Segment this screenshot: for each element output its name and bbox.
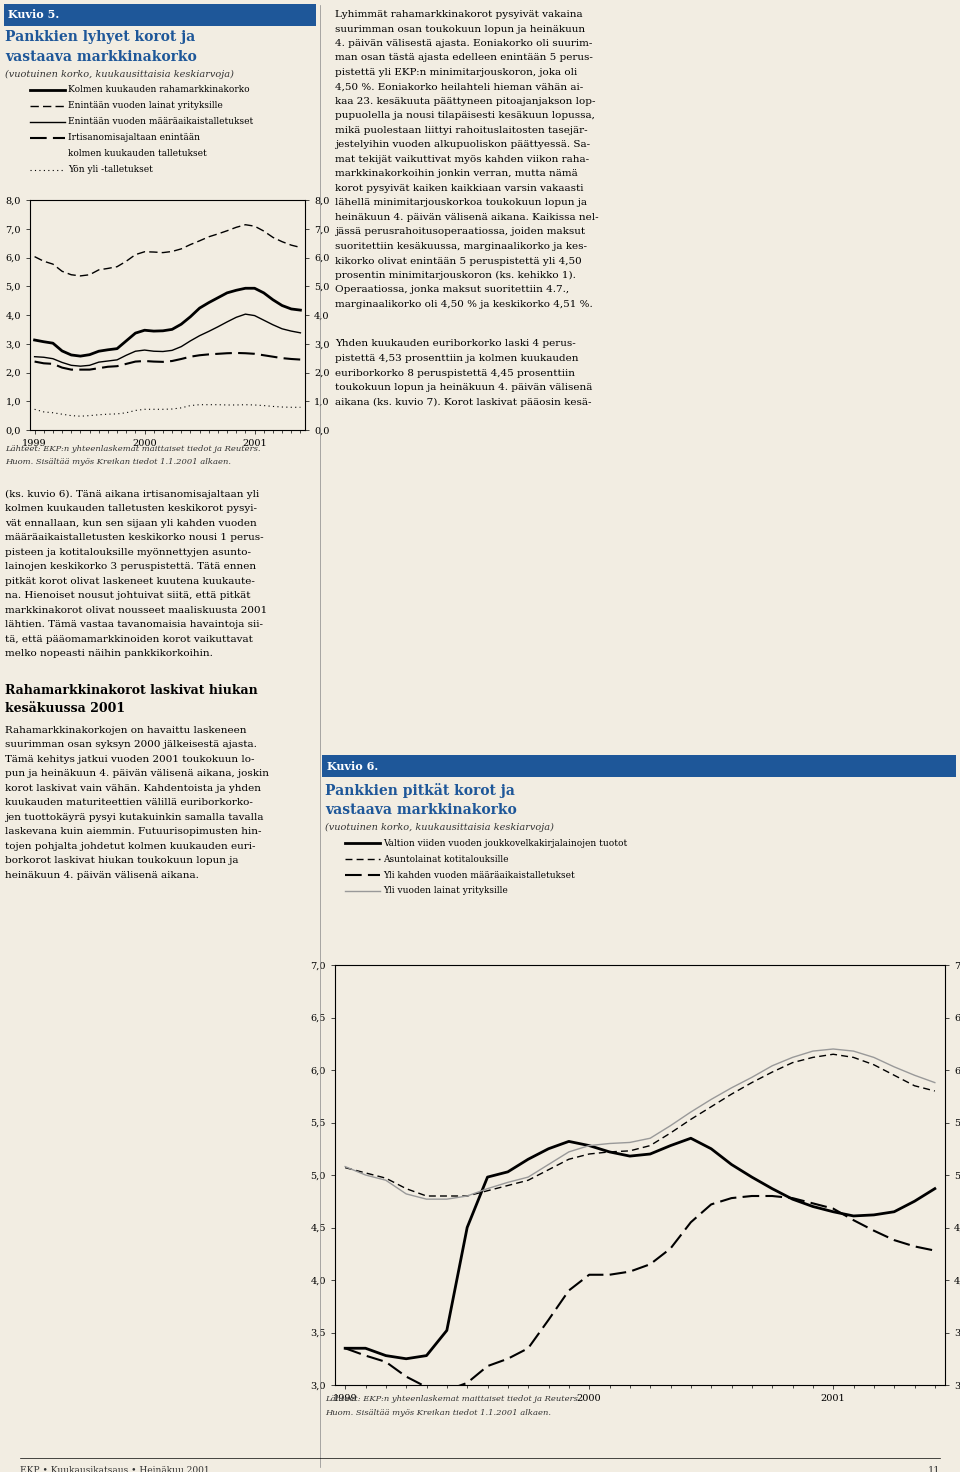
Text: Enintään vuoden lainat yrityksille: Enintään vuoden lainat yrityksille <box>68 102 223 110</box>
Text: Rahamarkkinakorkojen on havaittu laskeneen: Rahamarkkinakorkojen on havaittu laskene… <box>5 726 247 735</box>
Text: 11: 11 <box>927 1466 940 1472</box>
Text: toukokuun lopun ja heinäkuun 4. päivän välisenä: toukokuun lopun ja heinäkuun 4. päivän v… <box>335 383 592 392</box>
Text: korot laskivat vain vähän. Kahdentoista ja yhden: korot laskivat vain vähän. Kahdentoista … <box>5 785 261 793</box>
Text: kuukauden maturiteettien välillä euriborkorko-: kuukauden maturiteettien välillä euribor… <box>5 798 252 808</box>
Text: laskevana kuin aiemmin. Futuurisopimusten hin-: laskevana kuin aiemmin. Futuurisopimuste… <box>5 827 261 836</box>
Text: Rahamarkkinakorot laskivat hiukan: Rahamarkkinakorot laskivat hiukan <box>5 684 257 698</box>
Text: Lähteet: EKP:n yhteenlaskemat maittaiset tiedot ja Reuters.: Lähteet: EKP:n yhteenlaskemat maittaiset… <box>325 1395 581 1403</box>
Text: pupuolella ja nousi tilapäisesti kesäkuun lopussa,: pupuolella ja nousi tilapäisesti kesäkuu… <box>335 112 595 121</box>
Text: 4,50 %. Eoniakorko heilahteli hieman vähän ai-: 4,50 %. Eoniakorko heilahteli hieman väh… <box>335 82 584 91</box>
Text: Asuntolainat kotitalouksille: Asuntolainat kotitalouksille <box>383 855 509 864</box>
Text: suurimman osan toukokuun lopun ja heinäkuun: suurimman osan toukokuun lopun ja heinäk… <box>335 25 586 34</box>
Text: (vuotuinen korko, kuukausittaisia keskiarvoja): (vuotuinen korko, kuukausittaisia keskia… <box>325 823 554 832</box>
Text: Pankkien lyhyet korot ja: Pankkien lyhyet korot ja <box>5 29 195 44</box>
Text: na. Hienoiset nousut johtuivat siitä, että pitkät: na. Hienoiset nousut johtuivat siitä, et… <box>5 592 251 601</box>
Text: EKP • Kuukausikatsaus • Heinäkuu 2001: EKP • Kuukausikatsaus • Heinäkuu 2001 <box>20 1466 209 1472</box>
Text: man osan tästä ajasta edelleen enintään 5 perus-: man osan tästä ajasta edelleen enintään … <box>335 53 593 62</box>
Text: markkinakorkoihin jonkin verran, mutta nämä: markkinakorkoihin jonkin verran, mutta n… <box>335 169 578 178</box>
Text: heinäkuun 4. päivän välisenä aikana.: heinäkuun 4. päivän välisenä aikana. <box>5 871 199 880</box>
Text: lähtien. Tämä vastaa tavanomaisia havaintoja sii-: lähtien. Tämä vastaa tavanomaisia havain… <box>5 621 263 630</box>
Text: suoritettiin kesäkuussa, marginaalikorko ja kes-: suoritettiin kesäkuussa, marginaalikorko… <box>335 241 587 252</box>
Text: määräaikaistalletusten keskikorko nousi 1 perus-: määräaikaistalletusten keskikorko nousi … <box>5 533 264 543</box>
Text: Huom. Sisältää myös Kreikan tiedot 1.1.2001 alkaen.: Huom. Sisältää myös Kreikan tiedot 1.1.2… <box>325 1409 551 1418</box>
Text: marginaalikorko oli 4,50 % ja keskikorko 4,51 %.: marginaalikorko oli 4,50 % ja keskikorko… <box>335 300 592 309</box>
Text: Tämä kehitys jatkui vuoden 2001 toukokuun lo-: Tämä kehitys jatkui vuoden 2001 toukokuu… <box>5 755 254 764</box>
Text: Yli kahden vuoden määräaikaistalletukset: Yli kahden vuoden määräaikaistalletukset <box>383 870 575 879</box>
Text: Kuvio 6.: Kuvio 6. <box>327 761 378 771</box>
Text: vastaava markkinakorko: vastaava markkinakorko <box>5 50 197 63</box>
Text: lähellä minimitarjouskorkoa toukokuun lopun ja: lähellä minimitarjouskorkoa toukokuun lo… <box>335 199 587 208</box>
Text: heinäkuun 4. päivän välisenä aikana. Kaikissa nel-: heinäkuun 4. päivän välisenä aikana. Kai… <box>335 213 599 222</box>
Text: 4. päivän välisestä ajasta. Eoniakorko oli suurim-: 4. päivän välisestä ajasta. Eoniakorko o… <box>335 38 592 49</box>
Text: aikana (ks. kuvio 7). Korot laskivat pääosin kesä-: aikana (ks. kuvio 7). Korot laskivat pää… <box>335 397 591 406</box>
Text: melko nopeasti näihin pankkikorkoihin.: melko nopeasti näihin pankkikorkoihin. <box>5 649 213 658</box>
Text: Huom. Sisältää myös Kreikan tiedot 1.1.2001 alkaen.: Huom. Sisältää myös Kreikan tiedot 1.1.2… <box>5 458 231 467</box>
Text: tä, että pääomamarkkinoiden korot vaikuttavat: tä, että pääomamarkkinoiden korot vaikut… <box>5 634 252 643</box>
Text: kolmen kuukauden talletukset: kolmen kuukauden talletukset <box>68 150 206 159</box>
Text: pisteen ja kotitalouksille myönnettyjen asunto-: pisteen ja kotitalouksille myönnettyjen … <box>5 548 251 556</box>
Text: markkinakorot olivat nousseet maaliskuusta 2001: markkinakorot olivat nousseet maaliskuus… <box>5 606 267 615</box>
Text: prosentin minimitarjouskoron (ks. kehikko 1).: prosentin minimitarjouskoron (ks. kehikk… <box>335 271 576 280</box>
Text: Valtion viiden vuoden joukkovelkakirjalainojen tuotot: Valtion viiden vuoden joukkovelkakirjala… <box>383 839 627 848</box>
Text: pistettä yli EKP:n minimitarjouskoron, joka oli: pistettä yli EKP:n minimitarjouskoron, j… <box>335 68 577 77</box>
Text: korot pysyivät kaiken kaikkiaan varsin vakaasti: korot pysyivät kaiken kaikkiaan varsin v… <box>335 184 584 193</box>
Text: pitkät korot olivat laskeneet kuutena kuukaute-: pitkät korot olivat laskeneet kuutena ku… <box>5 577 254 586</box>
Text: (ks. kuvio 6). Tänä aikana irtisanomisajaltaan yli: (ks. kuvio 6). Tänä aikana irtisanomisaj… <box>5 490 259 499</box>
Text: kolmen kuukauden talletusten keskikorot pysyi-: kolmen kuukauden talletusten keskikorot … <box>5 505 257 514</box>
Text: Kuvio 5.: Kuvio 5. <box>8 9 59 21</box>
Text: Enintään vuoden määräaikaistalletukset: Enintään vuoden määräaikaistalletukset <box>68 118 253 127</box>
Text: mat tekijät vaikuttivat myös kahden viikon raha-: mat tekijät vaikuttivat myös kahden viik… <box>335 155 589 163</box>
Text: Pankkien pitkät korot ja: Pankkien pitkät korot ja <box>325 783 515 798</box>
Text: lainojen keskikorko 3 peruspistettä. Tätä ennen: lainojen keskikorko 3 peruspistettä. Tät… <box>5 562 256 571</box>
Text: jässä perusrahoitusoperaatiossa, joiden maksut: jässä perusrahoitusoperaatiossa, joiden … <box>335 228 586 237</box>
Text: vastaava markkinakorko: vastaava markkinakorko <box>325 804 516 817</box>
Text: suurimman osan syksyn 2000 jälkeisestä ajasta.: suurimman osan syksyn 2000 jälkeisestä a… <box>5 740 257 749</box>
Text: Yön yli -talletukset: Yön yli -talletukset <box>68 165 153 175</box>
Text: Yhden kuukauden euriborkorko laski 4 perus-: Yhden kuukauden euriborkorko laski 4 per… <box>335 340 576 349</box>
Text: kesäkuussa 2001: kesäkuussa 2001 <box>5 702 125 715</box>
Text: kaa 23. kesäkuuta päättyneen pitoajanjakson lop-: kaa 23. kesäkuuta päättyneen pitoajanjak… <box>335 97 595 106</box>
Text: jestelyihin vuoden alkupuoliskon päättyessä. Sa-: jestelyihin vuoden alkupuoliskon päättye… <box>335 140 590 150</box>
Text: Lähteet: EKP:n yhteenlaskemat maittaiset tiedot ja Reuters.: Lähteet: EKP:n yhteenlaskemat maittaiset… <box>5 445 260 453</box>
Text: Lyhimmät rahamarkkinakorot pysyivät vakaina: Lyhimmät rahamarkkinakorot pysyivät vaka… <box>335 10 583 19</box>
Text: vät ennallaan, kun sen sijaan yli kahden vuoden: vät ennallaan, kun sen sijaan yli kahden… <box>5 520 256 528</box>
Text: jen tuottokäyrä pysyi kutakuinkin samalla tavalla: jen tuottokäyrä pysyi kutakuinkin samall… <box>5 813 263 821</box>
Text: pistettä 4,53 prosenttiin ja kolmen kuukauden: pistettä 4,53 prosenttiin ja kolmen kuuk… <box>335 353 579 364</box>
Text: euriborkorko 8 peruspistettä 4,45 prosenttiin: euriborkorko 8 peruspistettä 4,45 prosen… <box>335 368 575 377</box>
Text: borkorot laskivat hiukan toukokuun lopun ja: borkorot laskivat hiukan toukokuun lopun… <box>5 857 238 866</box>
Text: Operaatiossa, jonka maksut suoritettiin 4.7.,: Operaatiossa, jonka maksut suoritettiin … <box>335 286 569 294</box>
Text: (vuotuinen korko, kuukausittaisia keskiarvoja): (vuotuinen korko, kuukausittaisia keskia… <box>5 71 234 79</box>
Text: tojen pohjalta johdetut kolmen kuukauden euri-: tojen pohjalta johdetut kolmen kuukauden… <box>5 842 255 851</box>
Text: Yli vuoden lainat yrityksille: Yli vuoden lainat yrityksille <box>383 886 508 895</box>
Text: pun ja heinäkuun 4. päivän välisenä aikana, joskin: pun ja heinäkuun 4. päivän välisenä aika… <box>5 770 269 779</box>
Text: kikorko olivat enintään 5 peruspistettä yli 4,50: kikorko olivat enintään 5 peruspistettä … <box>335 256 582 265</box>
Text: Irtisanomisajaltaan enintään: Irtisanomisajaltaan enintään <box>68 134 200 143</box>
Text: Kolmen kuukauden rahamarkkinakorko: Kolmen kuukauden rahamarkkinakorko <box>68 85 250 94</box>
Text: mikä puolestaan liittyi rahoituslaitosten tasejär-: mikä puolestaan liittyi rahoituslaitoste… <box>335 127 588 135</box>
